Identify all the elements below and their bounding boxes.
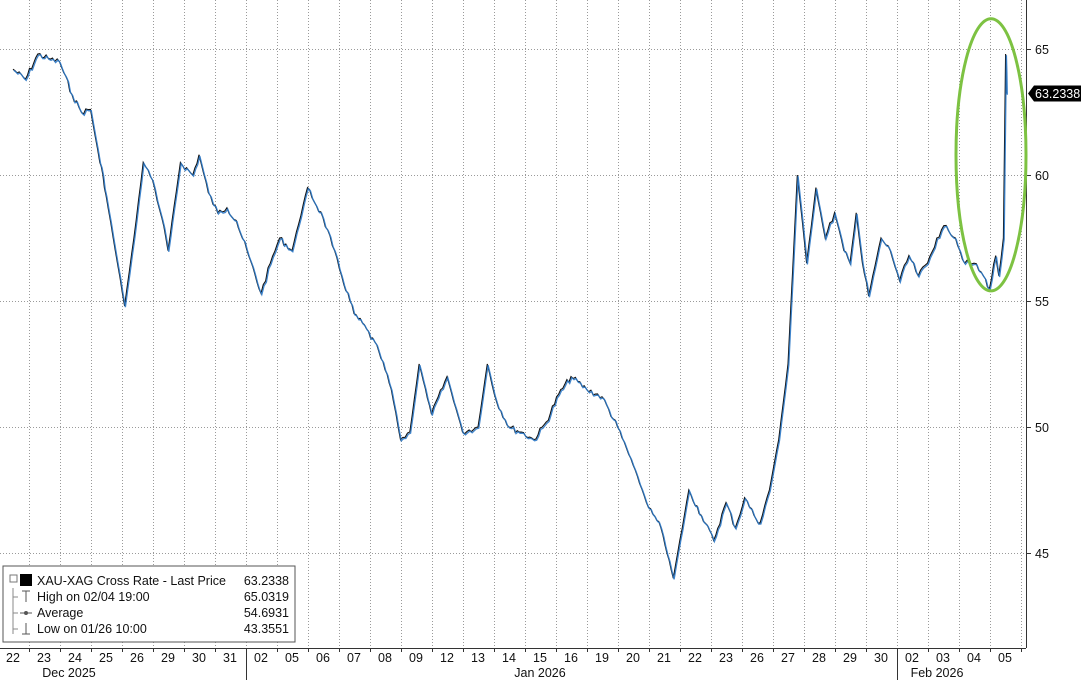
last-price-label: 63.2338	[1035, 87, 1080, 101]
y-tick-label: 55	[1035, 295, 1049, 309]
x-tick-label: 30	[874, 651, 888, 665]
x-tick-label: 06	[316, 651, 330, 665]
x-tick-label: 19	[595, 651, 609, 665]
x-tick-label: 20	[626, 651, 640, 665]
month-label: Dec 2025	[42, 666, 96, 680]
x-tick-label: 16	[564, 651, 578, 665]
x-tick-label: 08	[378, 651, 392, 665]
legend-low-value: 43.3551	[244, 622, 289, 636]
x-tick-label: 25	[99, 651, 113, 665]
x-tick-label: 21	[657, 651, 671, 665]
x-tick-label: 05	[285, 651, 299, 665]
x-tick-label: 03	[936, 651, 950, 665]
legend-low-label: Low on 01/26 10:00	[37, 622, 147, 636]
legend-title-value: 63.2338	[244, 574, 289, 588]
legend-swatch	[20, 574, 32, 586]
x-tick-label: 27	[781, 651, 795, 665]
legend-box	[2, 565, 296, 643]
x-tick-label: 22	[688, 651, 702, 665]
x-tick-label: 23	[37, 651, 51, 665]
series-line-overlay	[13, 54, 1008, 580]
x-tick-label: 31	[223, 651, 237, 665]
high-marker-icon	[22, 590, 30, 602]
last-price-tag	[1028, 85, 1081, 102]
low-marker-icon	[22, 623, 30, 635]
legend: XAU-XAG Cross Rate - Last Price 63.2338 …	[2, 565, 296, 643]
legend-title: XAU-XAG Cross Rate - Last Price	[37, 574, 226, 588]
x-tick-label: 12	[440, 651, 454, 665]
price-tag: 63.2338	[1028, 85, 1081, 102]
grid	[0, 0, 1026, 648]
x-tick-label: 23	[719, 651, 733, 665]
y-tick-label: 50	[1035, 421, 1049, 435]
average-marker-icon	[24, 611, 28, 615]
x-tick-label: 29	[843, 651, 857, 665]
x-tick-label: 30	[192, 651, 206, 665]
x-tick-label: 28	[812, 651, 826, 665]
x-tick-label: 04	[967, 651, 981, 665]
legend-average-label: Average	[37, 606, 83, 620]
x-tick-label: 13	[471, 651, 485, 665]
y-tick-label: 45	[1035, 547, 1049, 561]
x-tick-label: 07	[347, 651, 361, 665]
highlight-ellipse	[954, 17, 1028, 293]
legend-high-label: High on 02/04 19:00	[37, 590, 150, 604]
x-tick-label: 02	[905, 651, 919, 665]
x-tick-label: 15	[533, 651, 547, 665]
x-tick-label: 02	[254, 651, 268, 665]
x-tick-label: 14	[502, 651, 516, 665]
month-label: Feb 2026	[911, 666, 964, 680]
month-label: Jan 2026	[514, 666, 565, 680]
x-tick-label: 29	[161, 651, 175, 665]
x-tick-label: 26	[130, 651, 144, 665]
legend-high-value: 65.0319	[244, 590, 289, 604]
y-tick-label: 60	[1035, 169, 1049, 183]
legend-average-value: 54.6931	[244, 606, 289, 620]
annotations	[954, 17, 1028, 293]
axes: 45 50 55 60 65 22 23 24 25 26 29 30 31 02 05 06 07 08 09 12…	[0, 0, 1049, 680]
legend-collapse-icon[interactable]	[9, 574, 18, 583]
series-layer	[12, 52, 1008, 580]
y-tick-label: 65	[1035, 43, 1049, 57]
x-tick-label: 22	[6, 651, 20, 665]
x-tick-label: 26	[750, 651, 764, 665]
x-tick-label: 05	[998, 651, 1012, 665]
x-tick-label: 24	[68, 651, 82, 665]
x-tick-label: 09	[409, 651, 423, 665]
